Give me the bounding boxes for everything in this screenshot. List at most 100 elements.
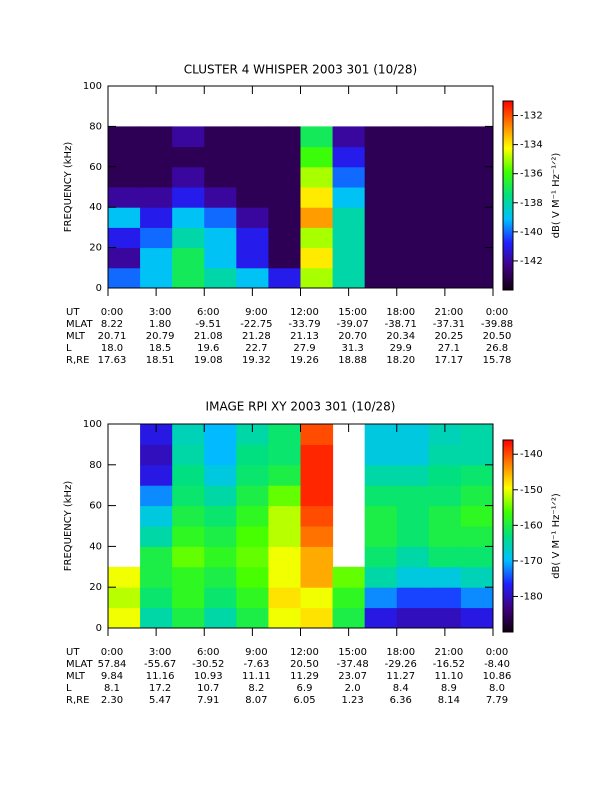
- table-cell: 26.8: [486, 343, 508, 354]
- table-cell: 15.78: [483, 355, 512, 366]
- heatmap-cell: [364, 464, 398, 486]
- heatmap-cell: [268, 126, 301, 148]
- heatmap-cell: [268, 505, 301, 527]
- heatmap-cell: [364, 267, 398, 289]
- heatmap-cell: [140, 607, 173, 629]
- heatmap-cell: [300, 464, 334, 486]
- x-tick-label: 0:00: [101, 307, 123, 318]
- heatmap-cell: [460, 207, 494, 228]
- heatmap-cell: [428, 227, 462, 249]
- heatmap-cell: [428, 526, 462, 547]
- heatmap-cell: [140, 505, 173, 527]
- heatmap-cell: [108, 566, 141, 588]
- table-row-label: MLAT: [66, 659, 93, 670]
- table-cell: 8.9: [441, 683, 457, 694]
- heatmap-cell: [108, 187, 141, 208]
- heatmap-cell: [204, 424, 237, 445]
- heatmap-cell: [236, 566, 269, 588]
- x-tick-label: 15:00: [338, 647, 367, 658]
- heatmap-cell: [204, 505, 237, 527]
- table-cell: 18.88: [338, 355, 367, 366]
- heatmap-cell: [332, 207, 366, 228]
- heatmap-cell: [460, 607, 494, 629]
- x-tick-label: 0:00: [101, 647, 123, 658]
- table-cell: 1.23: [341, 695, 363, 706]
- colorbar-frame: [502, 100, 514, 291]
- heatmap-cell: [108, 166, 141, 188]
- colorbar-tick-label: -170: [520, 556, 543, 567]
- heatmap-cell: [140, 526, 173, 547]
- table-cell: 21.28: [242, 331, 271, 342]
- heatmap-cell: [236, 267, 269, 289]
- table-cell: 10.93: [194, 671, 223, 682]
- heatmap-cell: [396, 166, 430, 188]
- heatmap-cell: [172, 146, 205, 168]
- heatmap-cell: [172, 546, 205, 568]
- table-row-label: L: [66, 343, 72, 354]
- heatmap-cell: [172, 526, 205, 547]
- heatmap-cell: [396, 464, 430, 486]
- table-cell: 11.16: [146, 671, 175, 682]
- heatmap-cell: [140, 566, 173, 588]
- table-cell: -38.71: [385, 319, 417, 330]
- table-cell: 18.0: [101, 343, 123, 354]
- heatmap-cell: [396, 607, 430, 629]
- heatmap-cell: [428, 207, 462, 228]
- table-cell: -9.51: [195, 319, 221, 330]
- heatmap-cell: [300, 505, 334, 527]
- heatmap-cell: [140, 267, 173, 289]
- heatmap-cell: [268, 187, 301, 208]
- table-row-label: L: [66, 683, 72, 694]
- colorbar-frame: [502, 439, 514, 633]
- heatmap-cell: [396, 126, 430, 148]
- heatmap-cell: [428, 485, 462, 507]
- heatmap-cell: [108, 607, 141, 629]
- heatmap-cell: [332, 146, 366, 168]
- x-tick-label: 12:00: [290, 307, 319, 318]
- table-cell: -29.26: [385, 659, 417, 670]
- table-cell: -39.88: [481, 319, 513, 330]
- heatmap-cell: [428, 166, 462, 188]
- heatmap-cell: [172, 424, 205, 445]
- heatmap-cell: [300, 207, 334, 228]
- table-cell: 17.17: [435, 355, 464, 366]
- heatmap-cell: [364, 444, 398, 466]
- table-cell: -7.63: [243, 659, 269, 670]
- y-tick-label: 0: [96, 623, 102, 634]
- x-tick-label: 3:00: [149, 647, 171, 658]
- heatmap-cell: [332, 247, 366, 269]
- x-tick-label: 6:00: [197, 307, 219, 318]
- heatmap-cell: [364, 566, 398, 588]
- heatmap-cell: [140, 464, 173, 486]
- heatmap-cell: [428, 267, 462, 289]
- heatmap-cell: [236, 526, 269, 547]
- table-cell: 5.47: [149, 695, 171, 706]
- heatmap-cell: [204, 546, 237, 568]
- heatmap-cell: [364, 607, 398, 629]
- x-tick-label: 0:00: [486, 647, 508, 658]
- table-cell: 57.84: [98, 659, 127, 670]
- heatmap-cell: [428, 247, 462, 269]
- colorbar-tick-label: -134: [520, 140, 543, 151]
- heatmap-cell: [300, 444, 334, 466]
- heatmap-cell: [172, 485, 205, 507]
- heatmap-cell: [332, 187, 366, 208]
- table-cell: 17.2: [149, 683, 171, 694]
- table-cell: 19.08: [194, 355, 223, 366]
- heatmap-cell: [460, 526, 494, 547]
- table-cell: 11.11: [242, 671, 271, 682]
- heatmap-cell: [172, 247, 205, 269]
- table-cell: 7.79: [486, 695, 508, 706]
- table-cell: 8.07: [245, 695, 267, 706]
- heatmap-cell: [204, 146, 237, 168]
- heatmap-cell: [300, 267, 334, 289]
- heatmap-cell: [172, 587, 205, 609]
- heatmap-cell: [204, 187, 237, 208]
- table-cell: -37.31: [433, 319, 465, 330]
- heatmap-cell: [236, 607, 269, 629]
- heatmap-cell: [140, 485, 173, 507]
- y-tick-label: 20: [89, 243, 102, 254]
- table-cell: 20.34: [386, 331, 415, 342]
- heatmap-cell: [140, 146, 173, 168]
- heatmap-cell: [204, 587, 237, 609]
